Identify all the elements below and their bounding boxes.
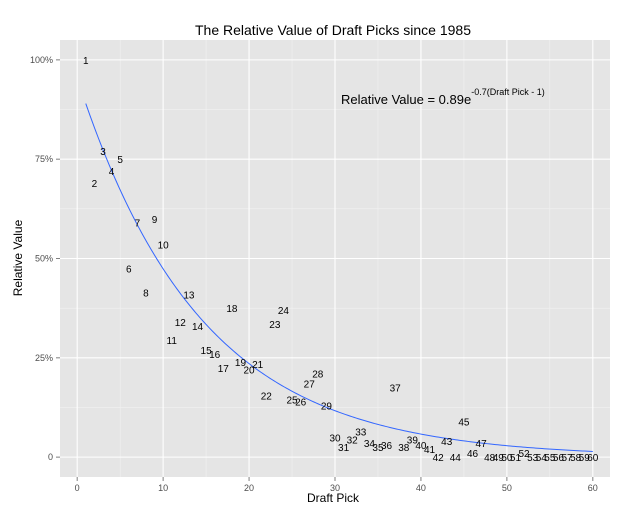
y-tick-label: 75% xyxy=(35,154,53,164)
x-tick-label: 50 xyxy=(502,483,512,493)
y-tick-label: 50% xyxy=(35,254,53,264)
x-tick-label: 20 xyxy=(244,483,254,493)
point-label-48: 48 xyxy=(484,453,496,464)
point-label-4: 4 xyxy=(109,167,115,178)
point-label-42: 42 xyxy=(433,453,445,464)
y-tick-label: 0 xyxy=(48,452,53,462)
point-labels: 1234567891011121314151617181920212223242… xyxy=(83,56,599,464)
point-label-11: 11 xyxy=(167,336,178,347)
point-label-12: 12 xyxy=(175,318,187,329)
fit-equation-exponent: -0.7(Draft Pick - 1) xyxy=(471,87,545,97)
point-label-60: 60 xyxy=(587,453,599,464)
point-label-35: 35 xyxy=(372,443,384,454)
point-label-56: 56 xyxy=(553,453,565,464)
point-label-57: 57 xyxy=(561,453,573,464)
point-label-44: 44 xyxy=(450,453,462,464)
point-label-20: 20 xyxy=(244,366,256,377)
point-label-39: 39 xyxy=(407,435,419,446)
y-tick-label: 100% xyxy=(30,55,53,65)
point-label-1: 1 xyxy=(83,56,89,67)
point-label-23: 23 xyxy=(269,320,281,331)
point-label-49: 49 xyxy=(493,453,505,464)
point-label-51: 51 xyxy=(510,453,522,464)
point-label-16: 16 xyxy=(209,350,221,361)
point-label-40: 40 xyxy=(415,441,427,452)
point-label-27: 27 xyxy=(304,380,316,391)
point-label-2: 2 xyxy=(92,179,98,190)
point-label-22: 22 xyxy=(261,392,273,403)
point-label-30: 30 xyxy=(329,433,341,444)
point-label-24: 24 xyxy=(278,306,290,317)
grid-major-lines xyxy=(60,40,610,477)
point-label-34: 34 xyxy=(364,439,376,450)
point-label-36: 36 xyxy=(381,441,393,452)
x-tick-label: 0 xyxy=(75,483,80,493)
point-label-43: 43 xyxy=(441,437,453,448)
point-label-38: 38 xyxy=(398,443,410,454)
y-axis-label: Relative Value xyxy=(11,219,25,296)
point-label-5: 5 xyxy=(117,155,123,166)
point-label-33: 33 xyxy=(355,427,367,438)
point-label-8: 8 xyxy=(143,288,149,299)
point-label-17: 17 xyxy=(218,364,230,375)
point-label-45: 45 xyxy=(458,417,470,428)
point-label-58: 58 xyxy=(570,453,582,464)
point-label-14: 14 xyxy=(192,322,204,333)
x-tick-label: 10 xyxy=(158,483,168,493)
point-label-10: 10 xyxy=(158,241,170,252)
point-label-25: 25 xyxy=(286,396,298,407)
point-label-7: 7 xyxy=(135,219,141,230)
point-label-18: 18 xyxy=(226,304,238,315)
y-tick-label: 25% xyxy=(35,353,53,363)
point-label-19: 19 xyxy=(235,358,247,369)
x-tick-label: 40 xyxy=(416,483,426,493)
point-label-37: 37 xyxy=(390,384,402,395)
point-label-28: 28 xyxy=(312,370,324,381)
chart-title: The Relative Value of Draft Picks since … xyxy=(195,22,471,38)
point-label-50: 50 xyxy=(501,453,513,464)
point-label-26: 26 xyxy=(295,398,307,409)
point-label-6: 6 xyxy=(126,264,132,275)
fit-curve xyxy=(85,103,593,452)
point-label-15: 15 xyxy=(201,346,213,357)
x-axis-label: Draft Pick xyxy=(307,491,360,505)
point-label-13: 13 xyxy=(183,290,195,301)
x-tick-label: 30 xyxy=(330,483,340,493)
point-label-32: 32 xyxy=(347,435,359,446)
point-label-41: 41 xyxy=(424,445,436,456)
point-label-55: 55 xyxy=(544,453,556,464)
point-label-46: 46 xyxy=(467,449,479,460)
fit-equation-main: Relative Value = 0.89e xyxy=(341,92,471,107)
point-label-31: 31 xyxy=(338,443,350,454)
x-tick-label: 60 xyxy=(588,483,598,493)
x-axis-ticks: 0 10 20 30 40 50 60 xyxy=(75,477,598,493)
y-axis-ticks: 0 25% 50% 75% 100% xyxy=(30,55,60,462)
point-label-54: 54 xyxy=(536,453,548,464)
point-label-3: 3 xyxy=(100,147,106,158)
point-label-9: 9 xyxy=(152,215,158,226)
point-label-52: 52 xyxy=(519,449,531,460)
point-label-21: 21 xyxy=(252,360,264,371)
point-label-29: 29 xyxy=(321,401,333,412)
point-label-53: 53 xyxy=(527,453,539,464)
point-label-47: 47 xyxy=(476,439,488,450)
fit-equation: Relative Value = 0.89e-0.7(Draft Pick - … xyxy=(341,87,545,107)
point-label-59: 59 xyxy=(579,453,591,464)
